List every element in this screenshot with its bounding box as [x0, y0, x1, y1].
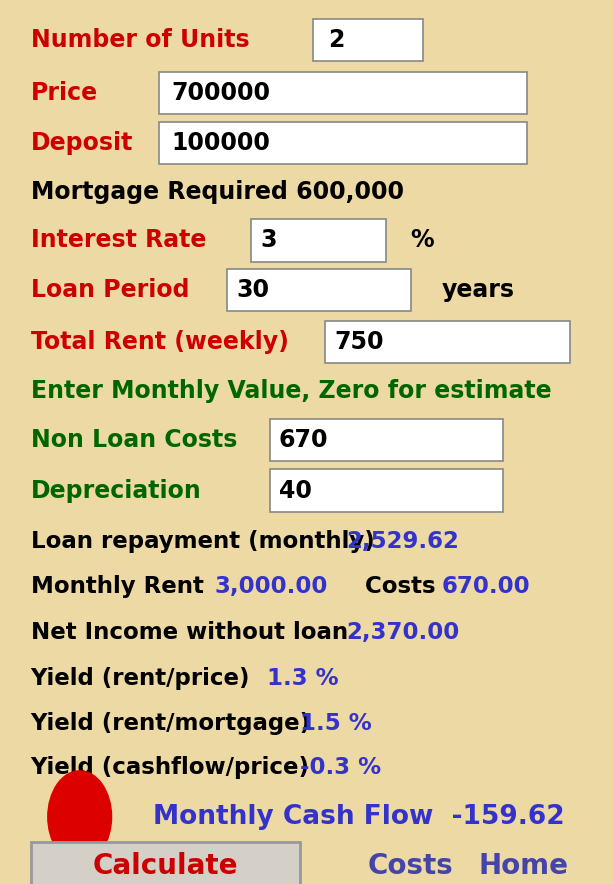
Text: 40: 40 — [279, 478, 312, 503]
Text: -0.3 %: -0.3 % — [300, 756, 381, 779]
Text: 30: 30 — [236, 278, 269, 302]
FancyBboxPatch shape — [251, 219, 386, 262]
Text: Depreciation: Depreciation — [31, 478, 202, 503]
FancyBboxPatch shape — [159, 72, 527, 114]
Text: Enter Monthly Value, Zero for estimate: Enter Monthly Value, Zero for estimate — [31, 378, 551, 403]
FancyBboxPatch shape — [325, 321, 570, 363]
Text: 2: 2 — [328, 27, 345, 52]
Text: 670.00: 670.00 — [441, 575, 530, 598]
Text: 750: 750 — [334, 330, 384, 354]
Text: Home: Home — [478, 852, 568, 880]
Text: Yield (rent/price): Yield (rent/price) — [31, 667, 258, 690]
Text: 2,370.00: 2,370.00 — [346, 621, 460, 644]
Text: 1.5 %: 1.5 % — [300, 712, 372, 735]
Text: Deposit: Deposit — [31, 131, 133, 156]
Text: Mortgage Required 600,000: Mortgage Required 600,000 — [31, 179, 403, 204]
Text: 2,529.62: 2,529.62 — [346, 530, 459, 552]
Text: Price: Price — [31, 80, 98, 105]
Circle shape — [48, 771, 112, 863]
Text: 100000: 100000 — [172, 131, 270, 156]
Text: years: years — [441, 278, 514, 302]
Text: Calculate: Calculate — [93, 852, 238, 880]
Text: Loan repayment (monthly): Loan repayment (monthly) — [31, 530, 383, 552]
Text: Net Income without loan: Net Income without loan — [31, 621, 356, 644]
FancyBboxPatch shape — [31, 842, 300, 884]
Text: Total Rent (weekly): Total Rent (weekly) — [31, 330, 289, 354]
Text: 3,000.00: 3,000.00 — [215, 575, 328, 598]
Text: 1.3 %: 1.3 % — [267, 667, 338, 690]
Text: Costs: Costs — [368, 852, 454, 880]
Text: Yield (rent/mortgage): Yield (rent/mortgage) — [31, 712, 319, 735]
FancyBboxPatch shape — [270, 469, 503, 512]
FancyBboxPatch shape — [159, 122, 527, 164]
Text: 700000: 700000 — [172, 80, 271, 105]
FancyBboxPatch shape — [270, 419, 503, 461]
Text: Monthly Cash Flow  -159.62: Monthly Cash Flow -159.62 — [153, 804, 565, 830]
Text: Interest Rate: Interest Rate — [31, 228, 206, 253]
Text: 3: 3 — [261, 228, 277, 253]
FancyBboxPatch shape — [313, 19, 423, 61]
Text: Monthly Rent: Monthly Rent — [31, 575, 211, 598]
Text: Non Loan Costs: Non Loan Costs — [31, 428, 237, 453]
FancyBboxPatch shape — [227, 269, 411, 311]
Text: Yield (cashflow/price): Yield (cashflow/price) — [31, 756, 318, 779]
Text: Costs: Costs — [365, 575, 443, 598]
Text: %: % — [411, 228, 435, 253]
Text: Loan Period: Loan Period — [31, 278, 189, 302]
Text: Number of Units: Number of Units — [31, 27, 249, 52]
Text: 670: 670 — [279, 428, 329, 453]
